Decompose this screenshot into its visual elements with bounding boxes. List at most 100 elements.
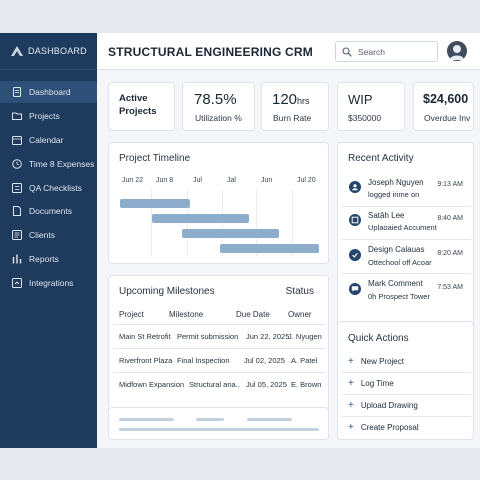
placeholder-bar [119,428,319,431]
timeline-bar[interactable] [151,214,250,223]
timeline-bar[interactable] [219,244,319,253]
timeline-month: Jal [227,177,236,184]
sidebar-item-integrations[interactable]: Integrations [0,272,97,294]
kpi-value: 78.5% [194,91,237,108]
upload-drawing-button[interactable]: + Upload Drawing [348,400,418,411]
sidebar-item-clients[interactable]: Clients [0,224,97,246]
integrations-icon [12,278,22,289]
quick-actions-card: Quick Actions + New Project + Log Time + Up… [337,321,474,440]
kpi-active-projects[interactable]: Active Projects [108,82,175,131]
sidebar: DASHBOARD Dashboard Projects Calendar Ti… [0,33,97,448]
timeline-bar[interactable] [181,229,280,238]
divider [342,239,471,240]
search-input[interactable]: Search [335,41,438,62]
kpi-value: WIP [348,92,373,107]
reports-icon [12,254,22,264]
placeholder-bar [196,418,224,421]
sidebar-item-projects[interactable]: Projects [0,105,97,127]
cell-due-date: Jul 05, 2025 [246,380,287,389]
cell-owner: E. Brown [291,380,322,389]
sidebar-item-label: Dashboard [29,87,71,97]
brand[interactable]: DASHBOARD [0,33,97,70]
quick-action-label: Upload Drawing [360,401,418,410]
new-project-button[interactable]: + New Project [348,356,404,367]
brand-label: DASHBOARD [28,46,87,56]
kpi-unit: hrs [297,96,310,106]
kpi-burn-rate[interactable]: 120hrs Burn Rate [261,82,329,131]
activity-time: 7:53 AM [437,284,463,291]
kpi-value: 120hrs [272,91,310,108]
cell-project: Main St Retrofit [119,332,171,341]
placeholder-bar [119,418,174,421]
sidebar-item-documents[interactable]: Documents [0,200,97,222]
project-timeline-card: Project Timeline Jun 22 Jun 8 Jul Jal Ju… [108,142,329,264]
cell-project: Midfown Expansion [119,380,185,389]
checklist-icon [12,182,22,193]
column-header-owner: Owner [288,310,312,319]
cell-project: Riverfront Plaza [119,356,173,365]
recent-activity-card: Recent Activity Joseph Nguyen logged iri… [337,142,474,343]
search-icon [342,46,352,57]
milestones-card: Upcoming Milestones Status Project Miles… [108,275,329,428]
sidebar-item-label: Projects [29,110,60,121]
activity-desc: Ottechool off Acoar [368,258,432,267]
quick-actions-title: Quick Actions [348,333,409,344]
folder-icon [12,206,22,217]
sidebar-item-qa-checklists[interactable]: QA Checklists [0,177,97,199]
sidebar-item-label: Integrations [29,278,74,289]
avatar[interactable] [447,41,467,61]
page-title: STRUCTURAL ENGINEERING CRM [108,45,313,59]
create-proposal-button[interactable]: + Create Proposal [348,422,419,433]
loading-card [108,407,329,440]
activity-name: Joseph Nguyen [368,178,424,187]
folder-icon [12,111,22,121]
kpi-wip[interactable]: WIP $350000 [337,82,405,131]
kpi-number: 120 [272,91,298,108]
timeline-month: Jun [261,177,273,184]
sidebar-nav: Dashboard Projects Calendar Time 8 Expen… [0,81,97,294]
activity-time: 8:40 AM [437,215,463,222]
check-icon [349,249,361,261]
divider [342,416,471,417]
main-content: STRUCTURAL ENGINEERING CRM Search Active… [97,33,480,448]
cell-due-date: Jul 02, 2025 [244,356,285,365]
kpi-utilization[interactable]: 78.5% Utilization % [182,82,255,131]
kpi-value-line2: Projects [119,106,157,117]
log-time-button[interactable]: + Log Time [348,378,394,389]
grid-line [256,190,257,256]
activity-name: Satâh Lee [368,211,405,220]
sidebar-item-time-expenses[interactable]: Time 8 Expenses [0,153,97,175]
kpi-value: Active [119,93,148,104]
timeline-bar[interactable] [120,199,190,208]
activity-name: Design Calauas [368,245,425,254]
sidebar-item-label: QA Checklists [29,182,82,193]
sidebar-item-reports[interactable]: Reports [0,248,97,270]
column-header-milestone: Milestone [169,310,204,319]
kpi-overdue-invoices[interactable]: $24,600 Overdue Inv [413,82,474,131]
cell-owner: A. Patel [291,356,318,365]
divider [342,372,471,373]
timeline-month: Jul [193,177,202,184]
cell-milestone: Structural ana.. [189,380,240,389]
sidebar-item-label: Documents [29,206,72,217]
sidebar-item-calendar[interactable]: Calendar [0,129,97,151]
kpi-label: Utilization % [195,113,242,123]
plus-icon: + [348,356,354,367]
cell-due-date: Jun 22, 2025 [246,332,290,341]
grid-line [222,190,223,256]
quick-action-label: New Project [360,357,404,366]
divider [113,372,326,373]
placeholder-bar [247,418,292,421]
calendar-icon [12,135,22,145]
divider [342,394,471,395]
activity-title: Recent Activity [348,153,414,164]
divider [113,324,326,325]
activity-time: 8:20 AM [437,250,463,257]
sidebar-item-dashboard[interactable]: Dashboard [0,81,97,103]
kpi-value: $24,600 [423,92,469,106]
grid-line [187,190,188,256]
sidebar-item-label: Calendar [29,134,64,145]
divider [342,206,471,207]
logo-icon [11,46,23,56]
activity-desc: 0h Prospect Tower [368,292,430,301]
